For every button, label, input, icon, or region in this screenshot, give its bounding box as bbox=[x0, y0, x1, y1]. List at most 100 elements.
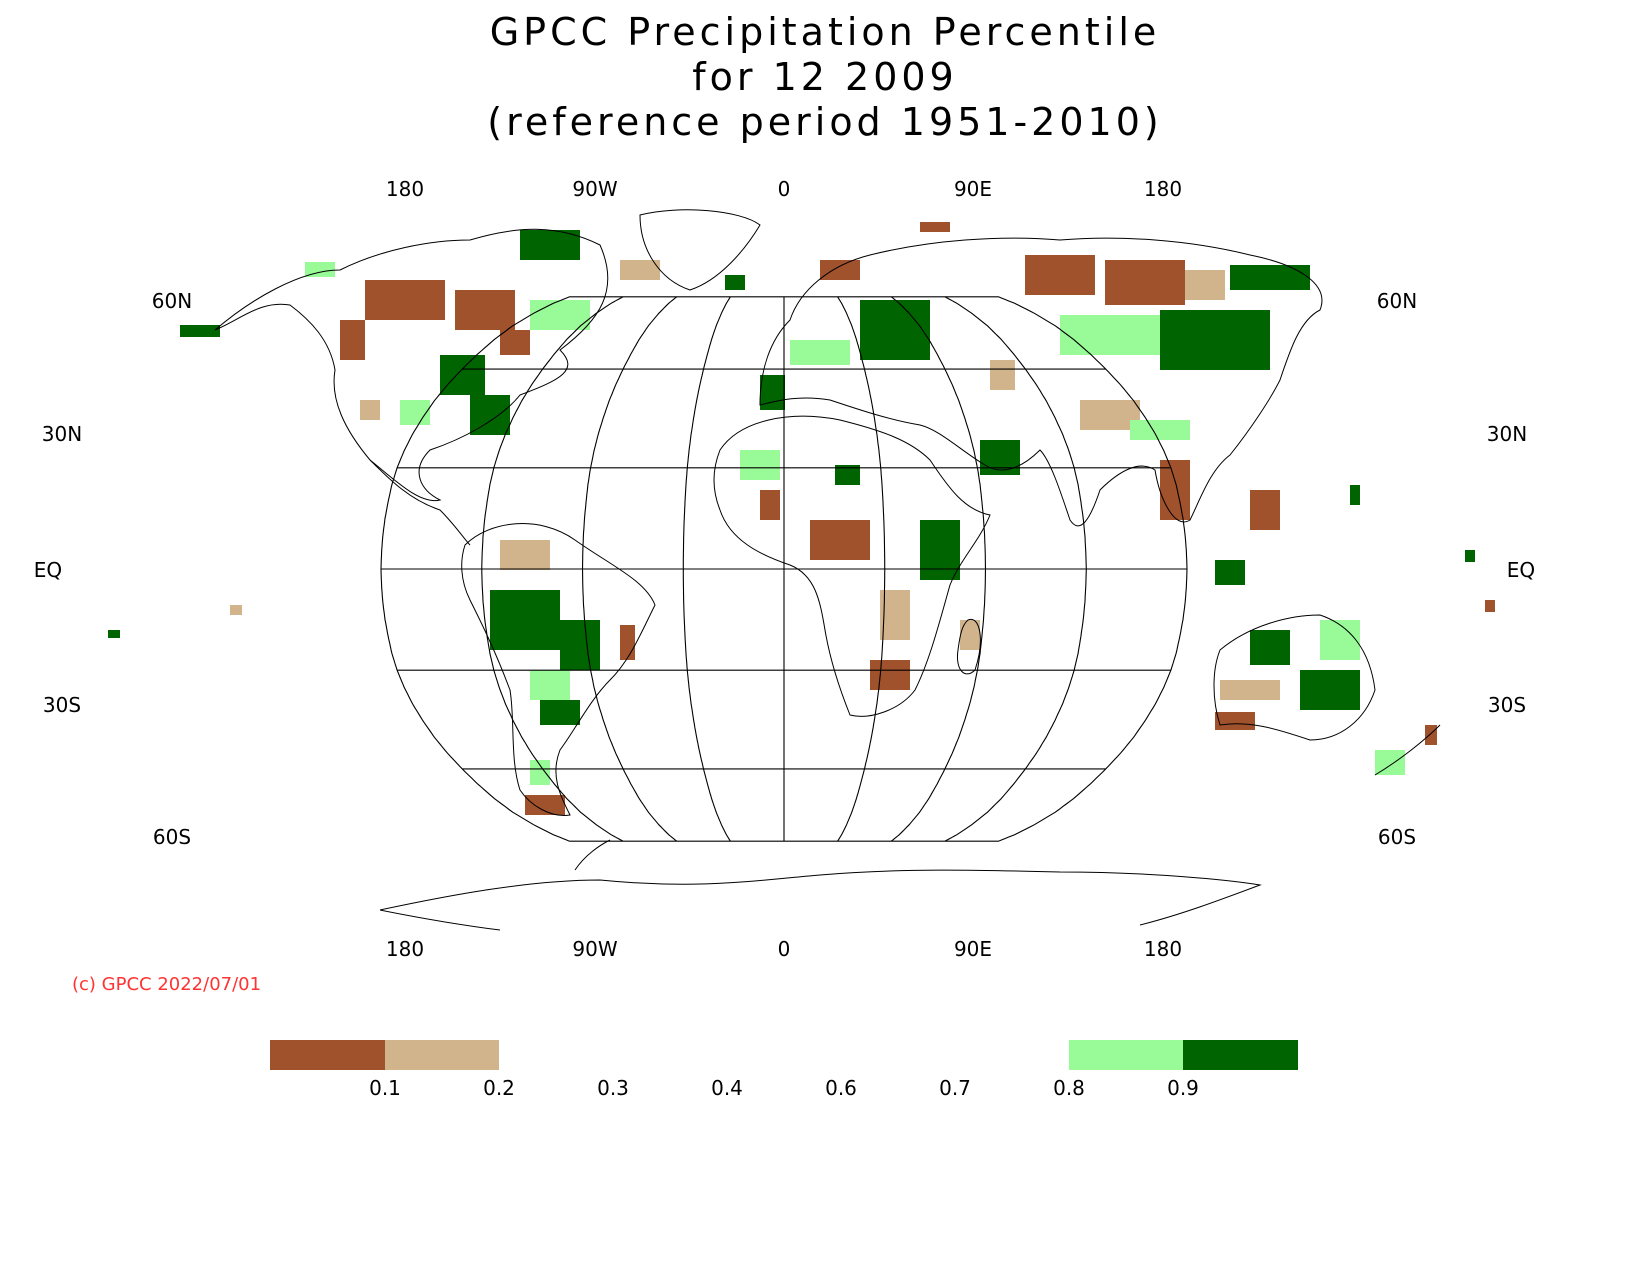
data-cell bbox=[1320, 620, 1360, 660]
legend-tick-label: 0.1 bbox=[369, 1076, 401, 1100]
legend-tick-label: 0.3 bbox=[597, 1076, 629, 1100]
data-cell bbox=[920, 520, 960, 580]
data-cell bbox=[1060, 315, 1160, 355]
data-cell bbox=[500, 330, 530, 355]
legend-swatch-below-0.1 bbox=[270, 1040, 385, 1070]
data-cell bbox=[1250, 630, 1290, 665]
legend-tick-label: 0.8 bbox=[1053, 1076, 1085, 1100]
data-cell bbox=[810, 520, 870, 560]
data-cell bbox=[1300, 670, 1360, 710]
data-cell bbox=[530, 670, 570, 700]
latitude-label-right-eq: EQ bbox=[1507, 558, 1535, 582]
data-cell bbox=[540, 700, 580, 725]
latitude-label-left-60s: 60S bbox=[153, 825, 191, 849]
legend-swatch-0.8-to-0.9 bbox=[1069, 1040, 1183, 1070]
coastline-antarctica bbox=[379, 869, 1262, 931]
longitude-label-top-90w: 90W bbox=[572, 177, 617, 201]
data-cell bbox=[230, 605, 242, 615]
data-cell bbox=[860, 300, 930, 360]
longitude-label-bottom-90w: 90W bbox=[572, 937, 617, 961]
data-cell bbox=[470, 395, 510, 435]
data-cell bbox=[990, 360, 1015, 390]
data-cell bbox=[1230, 265, 1310, 290]
data-cell bbox=[1160, 460, 1190, 520]
data-cell bbox=[1185, 270, 1225, 300]
longitude-label-bottom-0: 0 bbox=[778, 937, 791, 961]
data-cell bbox=[980, 440, 1020, 475]
title-line-3: (reference period 1951-2010) bbox=[487, 100, 1162, 144]
coastline-antarctic-peninsula bbox=[574, 839, 611, 871]
data-cell bbox=[455, 290, 515, 330]
data-cell bbox=[1250, 490, 1280, 530]
data-cell bbox=[1485, 600, 1495, 612]
longitude-label-top-180w: 180 bbox=[386, 177, 424, 201]
coastline-australia bbox=[1213, 614, 1376, 741]
color-legend: 0.1 0.2 0.3 0.4 0.6 0.7 0.8 0.9 bbox=[270, 1040, 1298, 1100]
data-cell bbox=[360, 400, 380, 420]
coastline-south-america bbox=[461, 523, 656, 816]
data-cell bbox=[620, 625, 635, 660]
coastline-eurasia bbox=[759, 237, 1323, 527]
latitude-label-right-30s: 30S bbox=[1488, 693, 1526, 717]
data-cell bbox=[920, 222, 950, 232]
data-cell bbox=[400, 400, 430, 425]
latitude-label-right-60n: 60N bbox=[1377, 289, 1417, 313]
data-cell bbox=[108, 630, 120, 638]
legend-tick-label: 0.9 bbox=[1167, 1076, 1199, 1100]
longitude-label-top-90e: 90E bbox=[954, 177, 992, 201]
data-cell bbox=[340, 320, 365, 360]
data-cell bbox=[490, 590, 560, 650]
data-cell bbox=[1425, 725, 1437, 745]
data-cell bbox=[530, 300, 590, 330]
data-cell bbox=[1130, 420, 1190, 440]
data-cell bbox=[1025, 255, 1095, 295]
data-cell bbox=[1215, 560, 1245, 585]
data-cell bbox=[1105, 260, 1185, 305]
title-line-2: for 12 2009 bbox=[692, 55, 957, 99]
data-cell bbox=[1350, 485, 1360, 505]
data-cell bbox=[1220, 680, 1280, 700]
data-cell bbox=[880, 590, 910, 640]
legend-swatch-0.1-to-0.2 bbox=[385, 1040, 499, 1070]
coastline-madagascar bbox=[956, 618, 981, 675]
coastlines bbox=[214, 209, 1441, 931]
data-cell bbox=[1215, 712, 1255, 730]
data-cell bbox=[960, 620, 980, 650]
copyright-credit: (c) GPCC 2022/07/01 bbox=[72, 974, 261, 995]
data-cell bbox=[790, 340, 850, 365]
legend-swatch-above-0.9 bbox=[1183, 1040, 1298, 1070]
data-cell bbox=[500, 540, 550, 570]
map-frame bbox=[380, 296, 1188, 842]
legend-tick-label: 0.4 bbox=[711, 1076, 743, 1100]
data-cell bbox=[520, 230, 580, 260]
data-cell bbox=[365, 280, 445, 320]
data-cell bbox=[180, 325, 220, 337]
latitude-label-left-30s: 30S bbox=[43, 693, 81, 717]
data-cell bbox=[760, 375, 785, 410]
longitude-label-bottom-180w: 180 bbox=[386, 937, 424, 961]
legend-tick-label: 0.7 bbox=[939, 1076, 971, 1100]
longitude-label-top-180e: 180 bbox=[1144, 177, 1182, 201]
map-graticule bbox=[380, 296, 1188, 842]
title-line-1: GPCC Precipitation Percentile bbox=[490, 10, 1161, 54]
data-cell bbox=[440, 355, 485, 395]
coastline-north-america bbox=[214, 228, 609, 502]
data-cell bbox=[1160, 310, 1270, 370]
latitude-label-right-60s: 60S bbox=[1378, 825, 1416, 849]
data-cell bbox=[1465, 550, 1475, 562]
latitude-label-right-30n: 30N bbox=[1487, 422, 1527, 446]
data-cell bbox=[835, 465, 860, 485]
data-cell bbox=[740, 450, 780, 480]
longitude-label-bottom-90e: 90E bbox=[954, 937, 992, 961]
latitude-label-left-60n: 60N bbox=[152, 289, 192, 313]
data-cell bbox=[525, 795, 565, 815]
precipitation-data-layer bbox=[108, 222, 1495, 815]
latitude-label-left-eq: EQ bbox=[34, 558, 62, 582]
data-cell bbox=[305, 262, 335, 277]
longitude-label-top-0: 0 bbox=[778, 177, 791, 201]
legend-tick-label: 0.6 bbox=[825, 1076, 857, 1100]
data-cell bbox=[760, 490, 780, 520]
coastline-central-america bbox=[369, 459, 471, 546]
data-cell bbox=[530, 760, 550, 785]
